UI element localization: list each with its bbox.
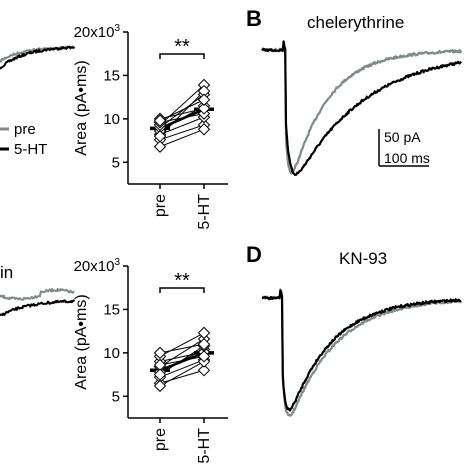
area-plot-c-data-point: [197, 350, 211, 363]
area-plot-c-data-point: [197, 337, 211, 351]
area-plot-c-data-point: [153, 346, 167, 360]
scale-bar: 50 pA 100 ms: [378, 129, 430, 167]
panel-d-trace-pre: [261, 288, 462, 417]
panel-c-traces: [0, 287, 76, 317]
area-plot-c-pair-line: [159, 359, 205, 378]
area-plot-a-data-point: [153, 130, 167, 143]
area-plot-a-pair-line: [159, 99, 205, 122]
area-plot-a-y-axis-title: Area (pA•ms): [73, 60, 90, 155]
area-plot-c-x-tick-label: pre: [152, 428, 169, 451]
panel-letter-b: B: [246, 6, 262, 31]
panel-c-trace-5ht: [0, 299, 76, 317]
area-plot-a-y-tick-label: 10: [103, 111, 120, 128]
area-plot-a-x-tick-label: pre: [152, 194, 169, 217]
area-plot-c-y-axis-title: Area (pA•ms): [73, 294, 90, 389]
area-plot-a-significance-label: **: [174, 36, 190, 58]
area-plot-c-pair-line: [159, 369, 205, 384]
area-plot-a-data-point: [153, 114, 167, 127]
panel-b-trace-5ht: [261, 40, 462, 176]
area-plot-a-data-point: [197, 102, 211, 115]
panel-b-trace-pre: [260, 40, 463, 175]
legend-label-5ht: 5-HT: [14, 141, 47, 158]
area-plot-c-pair-line: [159, 332, 205, 357]
area-plot-c: 20x103 5 10 15 pre 5-HT Area (pA•ms) **: [73, 257, 228, 464]
area-plot-a-pair-line: [159, 124, 205, 141]
area-plot-c-significance-bracket: [159, 287, 205, 293]
area-plot-a-pair-line: [159, 94, 205, 128]
area-plot-c-mean-line: [159, 351, 205, 372]
area-plot-c-data-point: [153, 368, 167, 381]
area-plot-c-pair-line: [159, 338, 205, 368]
legend: pre 5-HT: [0, 121, 47, 158]
panel-title-c: in: [0, 263, 13, 282]
area-plot-c-data-point: [197, 364, 211, 377]
area-plot-a-y-tick-label: 20x103: [74, 23, 121, 41]
area-plot-c-x-tick-label: 5-HT: [196, 428, 213, 464]
area-plot-a-significance-bracket: [159, 53, 205, 59]
panel-c-trace-pre: [0, 287, 75, 301]
area-plot-a-mean-line: [159, 108, 205, 130]
panel-letter-d: D: [246, 242, 262, 267]
area-plot-a-pair-line: [159, 116, 205, 135]
area-plot-c-y-tick-label: 15: [103, 301, 120, 318]
area-plot-c-significance-label: **: [174, 270, 190, 292]
panel-a-trace-5ht: [0, 45, 76, 70]
legend-label-pre: pre: [14, 121, 36, 138]
area-plot-c-y-tick-label: 10: [103, 345, 120, 362]
panel-title-b: chelerythrine: [307, 13, 404, 32]
panel-a-traces: [0, 45, 76, 70]
panel-d-trace-5ht: [261, 289, 462, 412]
panel-b-traces: [260, 40, 463, 176]
scale-bar-y-label: 50 pA: [384, 129, 421, 145]
area-plot-a: 20x103 5 10 15 pre 5-HT Area (pA•ms) **: [73, 23, 228, 230]
area-plot-a-y-tick-label: 15: [103, 67, 120, 84]
area-plot-c-y-tick-label: 20x103: [74, 257, 121, 275]
area-plot-c-pair-line: [159, 343, 205, 354]
area-plot-a-data-point: [197, 123, 211, 136]
area-plot-c-y-tick-label: 5: [112, 388, 120, 405]
area-plot-a-data-point: [197, 93, 211, 106]
area-plot-a-y-tick-label: 5: [112, 154, 120, 171]
scale-bar-x-label: 100 ms: [384, 150, 430, 166]
area-plot-c-data-point: [153, 379, 167, 393]
area-plot-a-data-point: [153, 140, 167, 153]
area-plot-a-pair-line: [159, 84, 205, 126]
area-plot-a-pair-line: [159, 128, 205, 148]
area-plot-a-x-tick-label: 5-HT: [196, 194, 213, 230]
area-plot-c-pair-line: [159, 361, 205, 387]
panel-d-traces: [261, 288, 462, 417]
panel-title-d: KN-93: [339, 249, 387, 268]
